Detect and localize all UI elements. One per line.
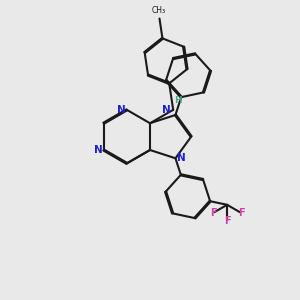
Text: H: H [174,96,182,105]
Text: F: F [210,208,217,218]
Text: CH₃: CH₃ [152,6,166,15]
Text: N: N [177,153,185,163]
Text: N: N [162,105,171,115]
Text: F: F [224,216,230,226]
Text: F: F [238,208,244,218]
Text: N: N [94,145,102,155]
Text: N: N [117,105,125,115]
